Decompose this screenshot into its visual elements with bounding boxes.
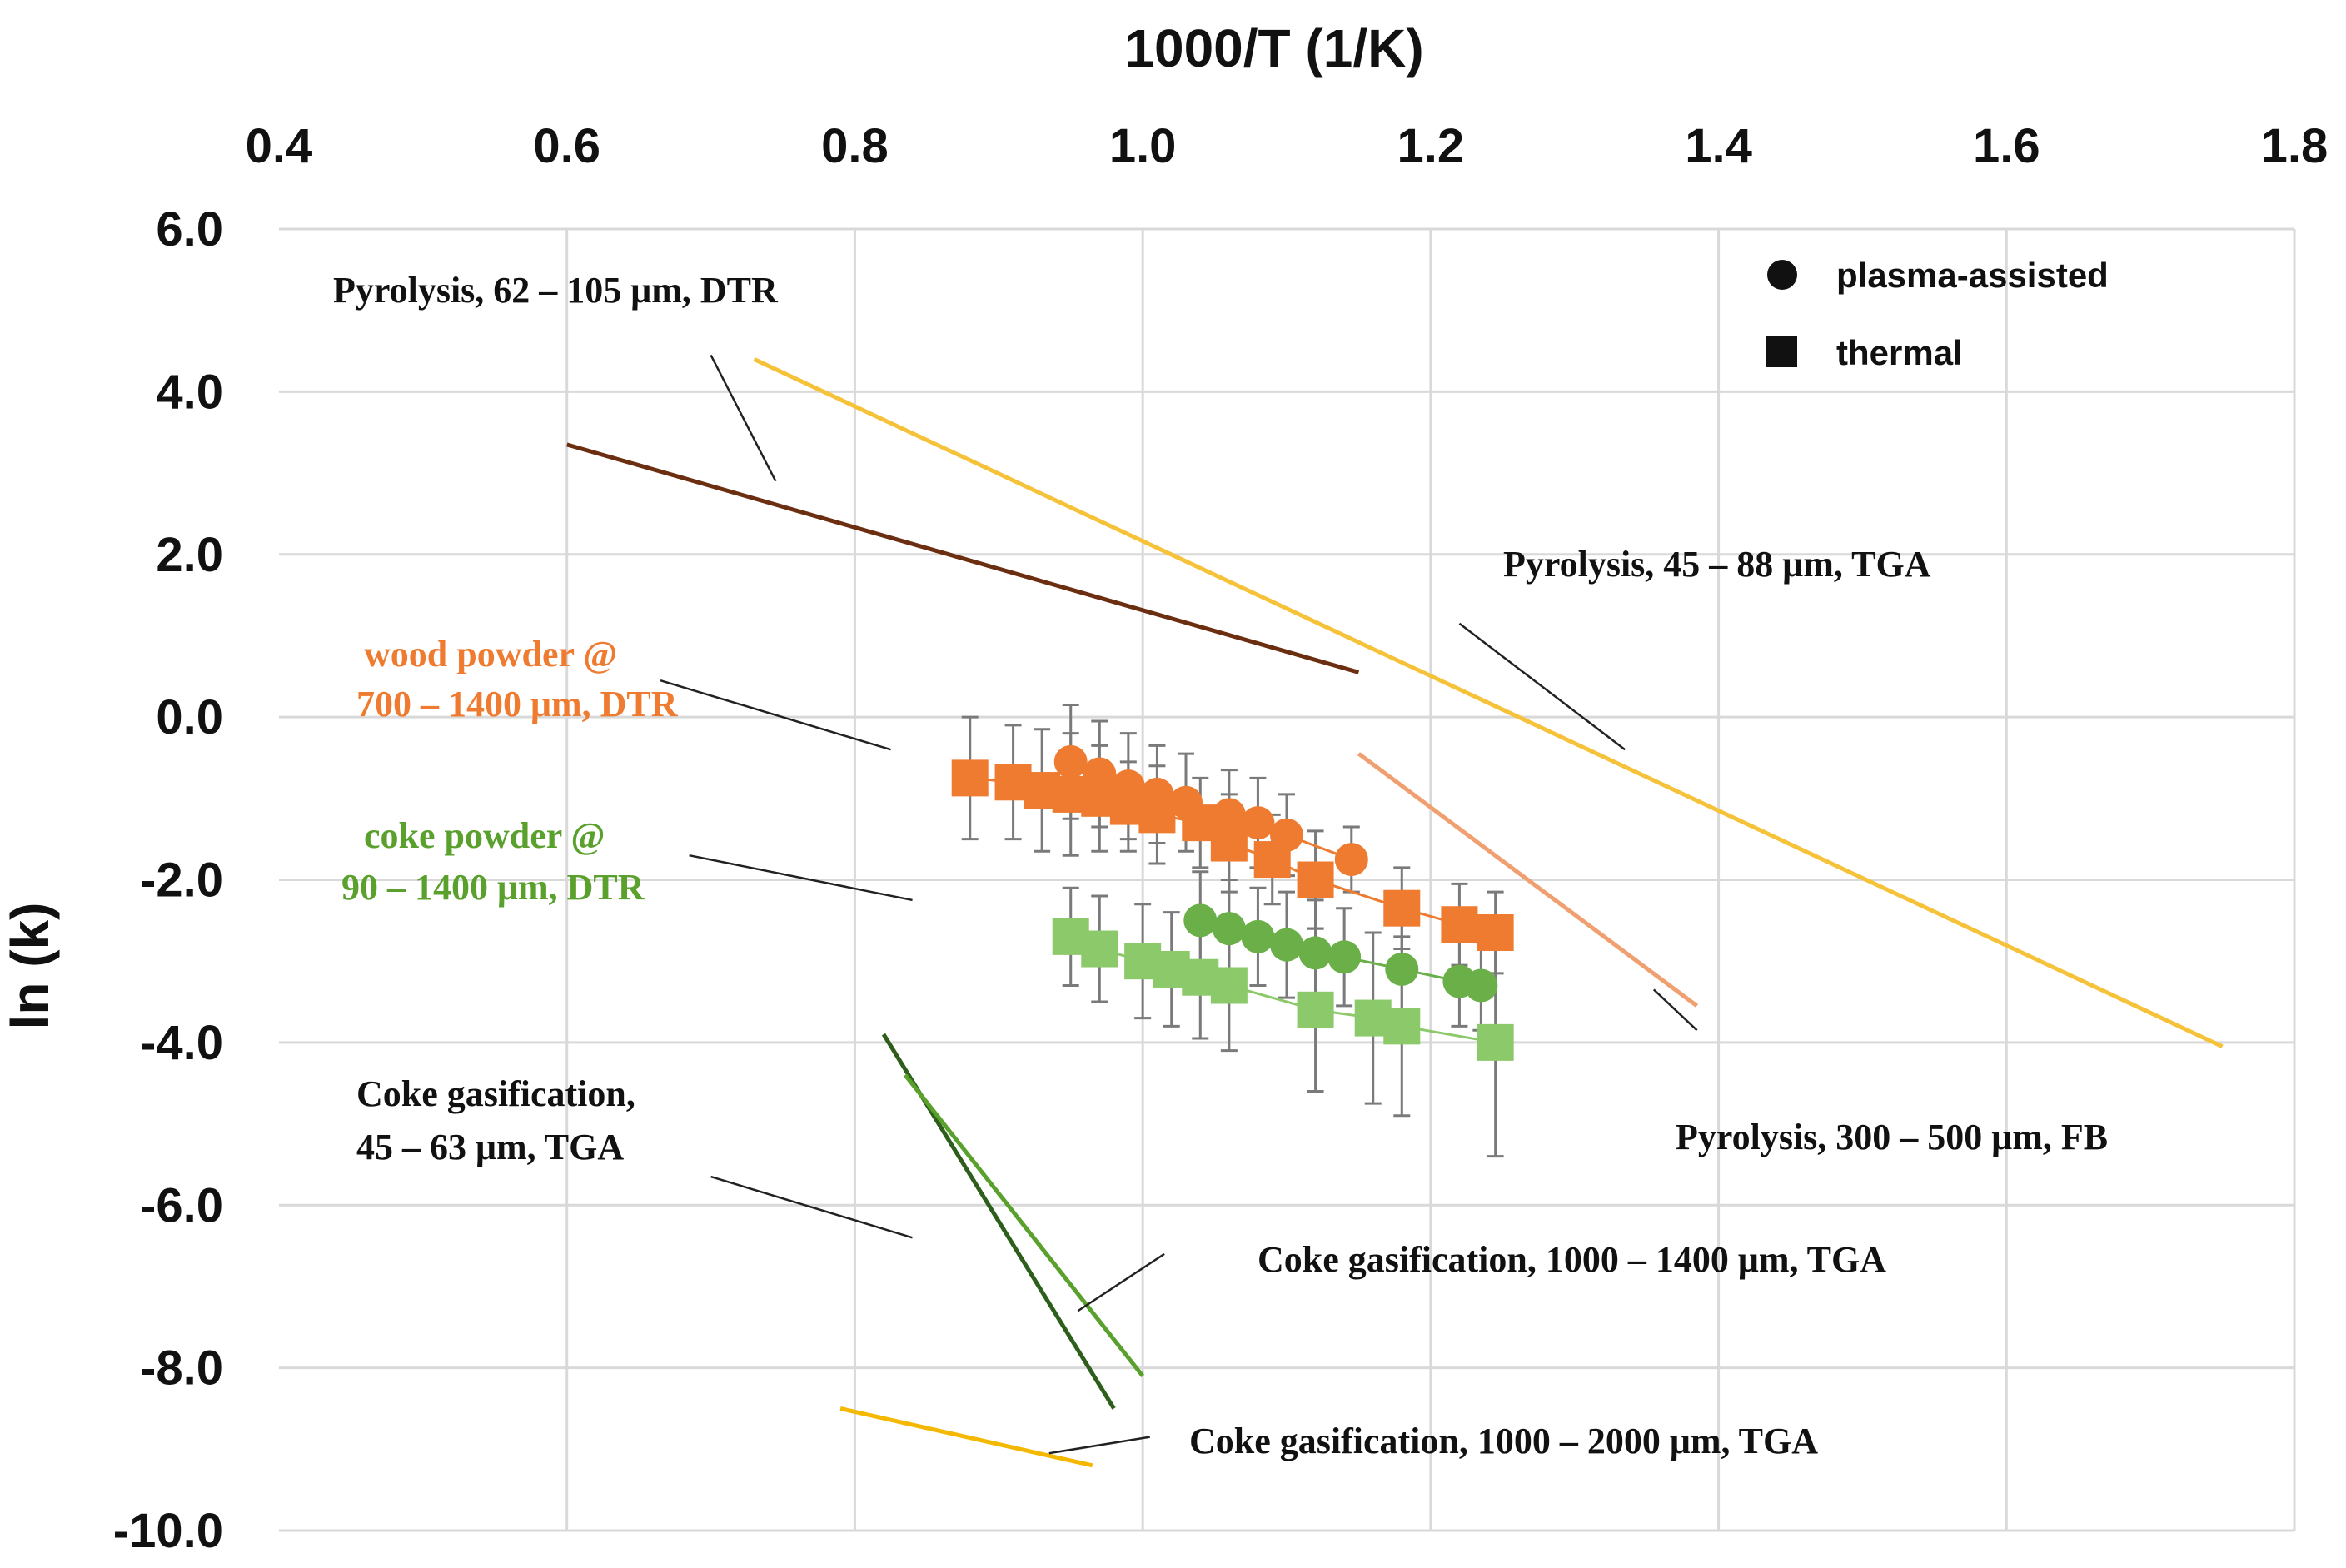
y-tick-label: 4.0 [156, 365, 223, 419]
leader-line [660, 679, 892, 751]
annotations: Pyrolysis, 62 – 105 μm, DTR Pyrolysis, 4… [333, 270, 2108, 1461]
reference-line [1357, 752, 1699, 1008]
x-tick-label: 0.6 [533, 119, 600, 173]
annotation-wood-powder-line2: 700 – 1400 μm, DTR [356, 684, 679, 724]
data-point-square [1297, 861, 1334, 898]
y-tick-label: -6.0 [140, 1178, 223, 1232]
legend-circle-marker [1767, 260, 1797, 290]
data-point-circle [1298, 936, 1332, 970]
reference-line [839, 1406, 1093, 1468]
data-point-square [1297, 991, 1334, 1028]
x-tick-label: 0.8 [821, 119, 889, 173]
annotation-pyrolysis-300-500: Pyrolysis, 300 – 500 μm, FB [1676, 1117, 2108, 1157]
x-axis-title: 1000/T (1/K) [1124, 18, 1423, 78]
reference-line [566, 442, 1360, 674]
annotation-coke-powder-line2: 90 – 1400 μm, DTR [341, 867, 645, 908]
leader-line [1077, 1252, 1165, 1312]
annotation-coke-gasification-1000-2000: Coke gasification, 1000 – 2000 μm, TGA [1189, 1421, 1818, 1461]
data-point-square [1383, 1008, 1421, 1045]
reference-line [753, 357, 2224, 1049]
legend-label-plasma: plasma-assisted [1836, 256, 2109, 295]
leader-line [1458, 622, 1626, 751]
x-tick-label: 1.6 [1973, 119, 2040, 173]
annotation-pyrolysis-62-105: Pyrolysis, 62 – 105 μm, DTR [333, 270, 779, 311]
y-tick-label: 0.0 [156, 690, 223, 744]
data-point-circle [1241, 919, 1275, 953]
x-tick-label: 0.4 [246, 119, 313, 173]
data-point-circle [1111, 769, 1145, 804]
data-point-square [1477, 913, 1514, 951]
annotation-coke-gasification-45-63-line1: Coke gasification, [356, 1073, 635, 1114]
data-point-circle [1183, 903, 1218, 938]
annotation-coke-gasification-1000-1400: Coke gasification, 1000 – 1400 μm, TGA [1258, 1239, 1886, 1280]
grid [279, 227, 2296, 1532]
data-point-square [1441, 906, 1478, 943]
leader-line [689, 854, 913, 902]
data-point-circle [1327, 940, 1362, 974]
data-markers [951, 744, 1514, 1061]
x-tick-label: 1.2 [1397, 119, 1465, 173]
x-tick-label: 1.4 [1685, 119, 1752, 173]
legend-label-thermal: thermal [1836, 333, 1963, 372]
data-point-circle [1464, 968, 1498, 1003]
data-point-circle [1270, 928, 1303, 962]
data-point-circle [1212, 798, 1246, 832]
data-point-circle [1212, 912, 1246, 946]
y-tick-label: -8.0 [140, 1342, 223, 1396]
x-tick-label: 1.0 [1109, 119, 1177, 173]
data-point-square [1477, 1023, 1514, 1061]
leader-line [1652, 988, 1698, 1032]
y-tick-label: 6.0 [156, 202, 223, 256]
legend: plasma-assisted thermal [1766, 256, 2109, 372]
annotation-coke-gasification-45-63-line2: 45 – 63 μm, TGA [356, 1127, 624, 1167]
data-point-circle [1385, 952, 1419, 986]
legend-square-marker [1766, 336, 1797, 367]
data-point-circle [1083, 757, 1117, 791]
data-point-square [1210, 967, 1248, 1004]
y-tick-label: -4.0 [140, 1016, 223, 1070]
leader-line [710, 1175, 913, 1239]
y-tick-label: 2.0 [156, 528, 223, 582]
leader-line [710, 354, 777, 482]
reference-line [903, 1073, 1145, 1377]
annotation-coke-powder-line1: coke powder @ [364, 815, 605, 856]
y-tick-label: -10.0 [113, 1504, 223, 1558]
data-point-circle [1334, 843, 1368, 877]
leader-lines [660, 354, 1698, 1455]
data-point-square [1081, 930, 1118, 968]
annotation-wood-powder-line1: wood powder @ [364, 634, 617, 674]
data-point-circle [1169, 785, 1203, 819]
x-tick-label: 1.8 [2261, 119, 2329, 173]
y-axis-title: ln (k) [0, 903, 60, 1030]
leader-line [1048, 1436, 1150, 1455]
annotation-pyrolysis-45-88: Pyrolysis, 45 – 88 μm, TGA [1503, 544, 1931, 585]
data-point-circle [1053, 744, 1088, 779]
data-point-circle [1140, 777, 1174, 811]
tick-labels: 0.4 0.6 0.8 1.0 1.2 1.4 1.6 1.8 6.0 4.0 2.0 0.0 -2.0… [113, 119, 2329, 1558]
reference-lines [566, 357, 2224, 1468]
data-point-circle [1270, 818, 1303, 852]
data-point-circle [1241, 806, 1275, 840]
data-point-square [951, 759, 989, 797]
data-point-square [1383, 889, 1421, 927]
y-tick-label: -2.0 [140, 854, 223, 908]
